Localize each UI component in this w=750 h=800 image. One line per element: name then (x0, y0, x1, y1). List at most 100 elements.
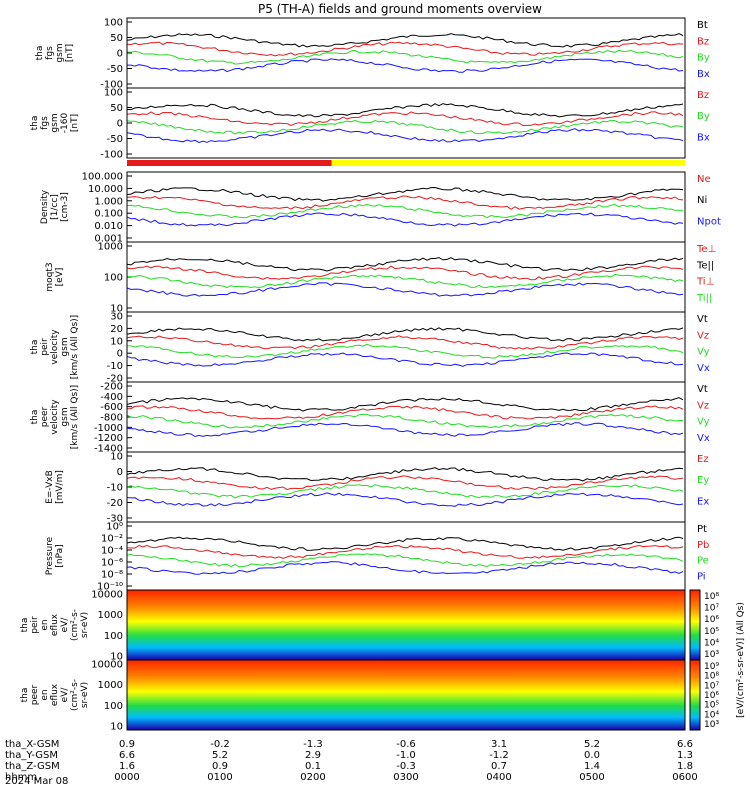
colorbar (689, 589, 701, 661)
chart-title: P5 (TH-A) fields and ground moments over… (258, 2, 542, 16)
series-line-blue (126, 282, 684, 297)
legend-Ey: Ey (697, 475, 709, 486)
y-tick-label: -1400 (94, 444, 123, 455)
legend-Te⊥: Te⊥ (696, 244, 716, 255)
x-tick-label: 0.1 (305, 761, 321, 772)
spectrogram (127, 660, 685, 730)
legend-Ex: Ex (697, 496, 709, 507)
x-axis-row-label: tha_Y-GSM (5, 750, 58, 761)
y-tick-label: -10 (107, 361, 123, 372)
panel-temp: moqt3[eV] 1000 100 10 Te⊥ Te|| Ti⊥ Ti|| (45, 241, 716, 315)
y-tick-label: 1.000 (94, 196, 123, 207)
panel-efield: E=-VxB[mV/m] 10 0 -10 -20 -30 Ez Ey Ex (45, 451, 709, 525)
y-axis-label-line: eflux (50, 613, 60, 636)
x-tick-label: 0400 (486, 772, 511, 783)
y-tick-label: 0.001 (94, 234, 123, 245)
panel-peir_spec: thapeirenefluxeV/(cm²-s-sr-eV)1000010001… (20, 589, 686, 663)
y-tick-label: 100 (104, 88, 123, 99)
y-axis-label-line: [cm-3] (60, 192, 70, 222)
panel-frame (126, 659, 686, 731)
x-tick-label: -0.3 (396, 761, 416, 772)
y-tick-label: 10⁻² (101, 534, 123, 545)
y-tick-label: -100 (100, 80, 123, 91)
y-axis-label-line: [1/cc] (50, 194, 60, 220)
legend-Vx: Vx (697, 363, 710, 374)
x-tick-label: 1.6 (119, 761, 135, 772)
panel-frame (126, 87, 686, 159)
y-tick-label: 10⁻¹⁰ (97, 582, 123, 593)
y-tick-label: 0.100 (94, 209, 123, 220)
legend-Bt: Bt (697, 20, 708, 31)
x-tick-label: 1.3 (677, 750, 693, 761)
x-tick-label: 5.2 (584, 739, 600, 750)
y-axis-label-line: tha (20, 688, 30, 703)
legend-Bx: Bx (697, 69, 710, 80)
colorbar-tick-label: 10⁴ (704, 638, 719, 648)
x-tick-label: 0.0 (584, 750, 600, 761)
y-tick-label: 1000 (98, 680, 123, 691)
legend-Npot: Npot (697, 216, 721, 227)
legend-Pe: Pe (697, 556, 709, 567)
panel-frame (126, 171, 686, 243)
x-tick-label: 0600 (672, 772, 697, 783)
y-tick-label: 10 (110, 652, 123, 663)
y-axis-label-line: gsm (55, 43, 65, 62)
y-tick-label: 1000 (98, 610, 123, 621)
x-tick-label: 3.1 (491, 739, 507, 750)
y-tick-label: 100 (104, 631, 123, 642)
series-line-black (126, 33, 684, 48)
y-axis-label: thapeirenefluxeV/(cm²-s-sr-eV) (20, 609, 90, 641)
y-axis-label: thafgsgsm[nT] (35, 43, 75, 62)
y-tick-label: 10.000 (88, 184, 123, 195)
x-tick-label: -0.6 (396, 739, 416, 750)
legend-By: By (697, 53, 710, 64)
panel-fgs_clip: thafgsgsm-160[nT] 100 50 0 -50 -100 Bz By Bx (30, 87, 710, 161)
legend-Vy: Vy (697, 347, 710, 358)
mode-bar-yellow (331, 160, 685, 166)
y-axis-label-line: gsm (60, 407, 70, 426)
colorbar-tick-label: 10³ (704, 650, 719, 660)
y-axis-label: moqt3[eV] (45, 262, 65, 291)
x-tick-label: 0300 (393, 772, 418, 783)
y-axis-label-line: (cm²-s- (70, 609, 80, 641)
series-line-blue (126, 561, 684, 575)
y-axis-label: thafgsgsm-160[nT] (30, 113, 80, 134)
y-tick-label: 100 (104, 273, 123, 284)
y-axis-label-line: peer (30, 684, 40, 705)
colorbar-tick-label: 10⁸ (704, 672, 719, 682)
y-axis-label-line: tha (30, 410, 40, 425)
colorbar-label: [eV/(cm²-s-sr-eV)] (All Qs) (736, 602, 746, 718)
legend-Te||: Te|| (696, 260, 714, 271)
series-line-red (126, 475, 684, 491)
x-tick-label: -0.2 (210, 739, 230, 750)
panel-frame (126, 381, 686, 453)
y-tick-label: 10 (110, 336, 123, 347)
legend-By: By (697, 111, 710, 122)
y-axis-label-line: tha (20, 618, 30, 633)
series-line-red (126, 405, 684, 420)
panel-peer_spec: thapeerenefluxeV/(cm²-s-sr-eV)1000010001… (20, 659, 686, 733)
series-line-black (126, 536, 684, 551)
y-axis-label: thapeervelocitygsm[km/s (All Qs)] (30, 385, 80, 449)
y-tick-label: 1000 (98, 242, 123, 253)
series-line-red (126, 544, 684, 559)
x-tick-label: -1.2 (489, 750, 509, 761)
y-axis-label-line: [nT] (65, 44, 75, 62)
y-axis-label-line: [nPa] (55, 544, 65, 567)
series-line-green (126, 49, 684, 65)
series-line-blue (126, 128, 684, 144)
y-axis-label: thapeerenefluxeV/(cm²-s-sr-eV) (20, 679, 90, 711)
legend-Vx: Vx (697, 433, 710, 444)
x-axis-row-label: hhmm (5, 772, 37, 783)
y-axis-label-line: velocity (50, 399, 60, 435)
x-tick-label: 0200 (300, 772, 325, 783)
y-axis-label-line: [km/s (All Qs)] (70, 315, 80, 379)
y-axis-label: Density[1/cc][cm-3] (40, 189, 70, 224)
y-tick-label: -20 (107, 498, 123, 509)
series-line-red (126, 335, 684, 350)
series-line-blue (126, 492, 684, 507)
series-line-green (126, 203, 684, 219)
